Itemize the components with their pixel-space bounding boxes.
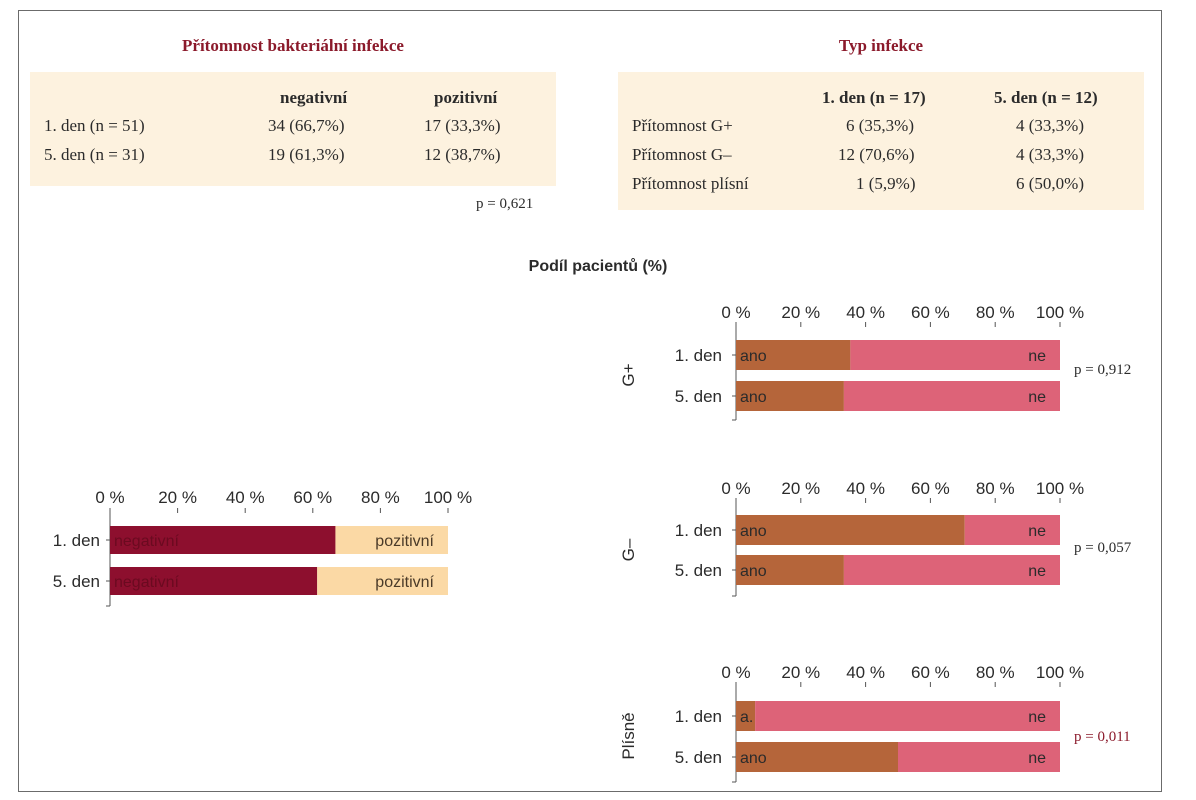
chart3-tick-label: 40 % [846, 663, 885, 682]
chart1-tick-label: 60 % [911, 303, 950, 322]
figure-frame [18, 10, 1162, 792]
chart1-bar-label: ne [1028, 389, 1046, 406]
left-table-header-negativni: negativní [280, 88, 348, 107]
left-table-row2-negativni: 19 (61,3%) [268, 145, 345, 164]
chart0-tick-label: 80 % [361, 488, 400, 507]
left-table-header-pozitivni: pozitivní [434, 88, 498, 107]
right-table-row2-label: Přítomnost G– [632, 145, 732, 164]
chart1-bar-label: ano [740, 348, 767, 365]
chart2-bar-ne [843, 555, 1060, 585]
chart1-bar-ne [850, 340, 1060, 370]
left-table-row1-label: 1. den (n = 51) [44, 116, 145, 135]
left-table-row2-label: 5. den (n = 31) [44, 145, 145, 164]
right-table-row3-den1: 1 (5,9%) [856, 174, 916, 193]
chart2-bar-ne [964, 515, 1060, 545]
right-table-header-den1: 1. den (n = 17) [822, 88, 926, 107]
chart3-bar-label: ne [1028, 709, 1046, 726]
chart2-bar-label: ano [740, 523, 767, 540]
chart3-category-label: 5. den [675, 748, 722, 767]
chart0-category-label: 1. den [53, 531, 100, 550]
chart3-bar-label: a. [740, 709, 753, 726]
chart0-bar-label: pozitivní [375, 574, 434, 591]
chart1-tick-label: 40 % [846, 303, 885, 322]
chart-title: Podíl pacientů (%) [528, 258, 668, 275]
chart3-bar-label: ano [740, 750, 767, 767]
chart0-bar-label: negativní [114, 533, 179, 550]
chart3-bar-label: ne [1028, 750, 1046, 767]
chart2-p-value: p = 0,057 [1074, 540, 1132, 556]
left-table-row1-negativni: 34 (66,7%) [268, 116, 345, 135]
chart2-bar-label: ne [1028, 523, 1046, 540]
chart0-tick-label: 100 % [424, 488, 472, 507]
chart2-bar-ano [736, 515, 965, 545]
chart3-tick-label: 60 % [911, 663, 950, 682]
left-table-row1-pozitivni: 17 (33,3%) [424, 116, 501, 135]
chart3-bar-ne [755, 701, 1060, 731]
chart2-tick-label: 0 % [721, 479, 750, 498]
chart3-tick-label: 0 % [721, 663, 750, 682]
chart1-bar-ne [843, 381, 1060, 411]
chart2-bar-label: ano [740, 563, 767, 580]
left-table-p-value: p = 0,621 [476, 196, 534, 212]
chart3-tick-label: 80 % [976, 663, 1015, 682]
chart3-group-label: Plísně [619, 712, 638, 759]
chart0-bar-negativní [110, 567, 318, 595]
left-table-row2-pozitivni: 12 (38,7%) [424, 145, 501, 164]
chart3-tick-label: 100 % [1036, 663, 1084, 682]
chart1-bar-label: ne [1028, 348, 1046, 365]
chart2-group-label: G– [619, 538, 638, 561]
chart3-tick-label: 20 % [781, 663, 820, 682]
right-table-row2-den1: 12 (70,6%) [838, 145, 915, 164]
chart0-bar-label: negativní [114, 574, 179, 591]
chart1-tick-label: 20 % [781, 303, 820, 322]
chart1-category-label: 5. den [675, 387, 722, 406]
chart0-category-label: 5. den [53, 572, 100, 591]
chart0-tick-label: 0 % [95, 488, 124, 507]
chart1-group-label: G+ [619, 363, 638, 386]
chart2-tick-label: 20 % [781, 479, 820, 498]
chart0-bar-pozitivní [317, 567, 448, 595]
chart2-category-label: 5. den [675, 561, 722, 580]
chart1-bar-ano [736, 340, 851, 370]
right-table-row1-label: Přítomnost G+ [632, 116, 733, 135]
chart1-tick-label: 80 % [976, 303, 1015, 322]
chart2-category-label: 1. den [675, 521, 722, 540]
chart0-bar-label: pozitivní [375, 533, 434, 550]
right-table-background [618, 72, 1144, 210]
right-table-row2-den5: 4 (33,3%) [1016, 145, 1084, 164]
chart2-tick-label: 100 % [1036, 479, 1084, 498]
chart3-bar-ne [898, 742, 1060, 772]
chart3-bar-ano [736, 701, 756, 731]
chart1-p-value: p = 0,912 [1074, 362, 1131, 378]
chart1-tick-label: 0 % [721, 303, 750, 322]
chart2-tick-label: 80 % [976, 479, 1015, 498]
chart2-bar-label: ne [1028, 563, 1046, 580]
right-table-row3-label: Přítomnost plísní [632, 174, 749, 193]
chart0-tick-label: 20 % [158, 488, 197, 507]
left-table-background [30, 72, 556, 186]
right-table-title: Typ infekce [838, 36, 924, 55]
chart0-tick-label: 60 % [293, 488, 332, 507]
chart2-tick-label: 60 % [911, 479, 950, 498]
right-table-row1-den1: 6 (35,3%) [846, 116, 914, 135]
chart3-category-label: 1. den [675, 707, 722, 726]
chart0-bar-pozitivní [335, 526, 448, 554]
chart1-tick-label: 100 % [1036, 303, 1084, 322]
chart2-tick-label: 40 % [846, 479, 885, 498]
chart2-bar-ano [736, 555, 844, 585]
left-table-title: Přítomnost bakteriální infekce [182, 36, 404, 55]
right-table-row3-den5: 6 (50,0%) [1016, 174, 1084, 193]
chart1-bar-ano [736, 381, 844, 411]
chart3-p-value: p = 0,011 [1074, 729, 1131, 745]
chart1-bar-label: ano [740, 389, 767, 406]
chart0-bar-negativní [110, 526, 336, 554]
right-table-header-den5: 5. den (n = 12) [994, 88, 1098, 107]
right-table-row1-den5: 4 (33,3%) [1016, 116, 1084, 135]
chart1-category-label: 1. den [675, 346, 722, 365]
chart0-tick-label: 40 % [226, 488, 265, 507]
chart3-bar-ano [736, 742, 898, 772]
